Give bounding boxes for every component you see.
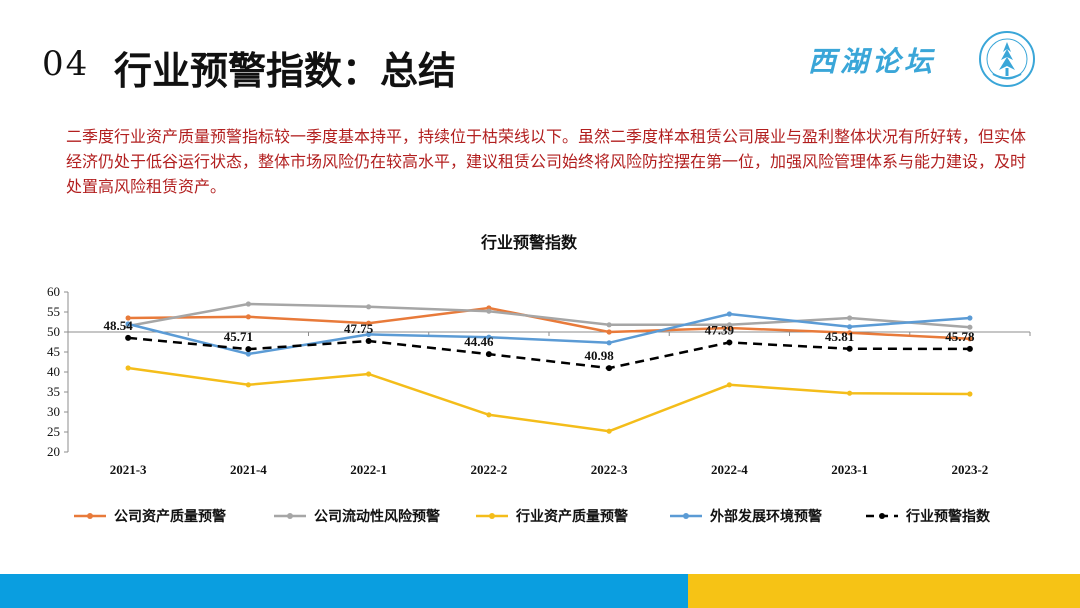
slide-header: 04 行业预警指数：总结 西湖论坛 — [0, 0, 1080, 110]
data-label: 40.98 — [585, 348, 615, 363]
series-point-2 — [245, 382, 251, 388]
series-point-4 — [726, 339, 733, 346]
legend-label: 行业资产质量预警 — [515, 508, 628, 525]
series-point-4 — [606, 365, 613, 372]
y-tick-label: 45 — [47, 344, 60, 359]
series-point-2 — [967, 391, 973, 397]
series-line-4 — [128, 336, 970, 370]
chart-title: 行业预警指数 — [480, 233, 578, 252]
line-chart: 行业预警指数 20 25 30 35 40 45 50 55 60 2021-3 2021-4 2022… — [47, 233, 1031, 525]
series-point-3 — [606, 340, 612, 346]
series-point-4 — [846, 345, 853, 352]
series-point-0 — [245, 314, 251, 320]
x-tick-label: 2023-2 — [951, 462, 988, 477]
series-point-1 — [847, 315, 853, 321]
series-line-2 — [127, 366, 970, 433]
series-point-2 — [486, 412, 492, 418]
series-point-3 — [967, 315, 973, 321]
y-tick-label: 30 — [47, 404, 60, 419]
data-label: 48.54 — [104, 318, 134, 333]
brand-seal-icon — [979, 31, 1035, 87]
x-tick-label: 2022-4 — [711, 462, 748, 477]
series-point-1 — [245, 301, 251, 307]
x-tick-label: 2022-3 — [591, 462, 628, 477]
series-point-1 — [967, 324, 973, 330]
series-point-1 — [486, 308, 492, 314]
legend-label: 公司流动性风险预警 — [314, 508, 440, 525]
series-line-3 — [127, 312, 970, 356]
x-tick-label: 2022-2 — [470, 462, 507, 477]
series-point-2 — [847, 390, 853, 396]
series-point-2 — [726, 382, 732, 388]
series-point-1 — [606, 322, 612, 328]
footer-bar-blue — [0, 574, 688, 608]
legend-label: 公司资产质量预警 — [114, 508, 226, 525]
legend-swatch-marker — [87, 513, 93, 519]
y-tick-label: 55 — [47, 304, 60, 319]
legend-label: 外部发展环境预警 — [710, 508, 822, 525]
data-label: 45.71 — [224, 329, 253, 344]
footer-bar-yellow — [688, 574, 1080, 608]
legend-label: 行业预警指数 — [905, 508, 991, 525]
page-title: 行业预警指数：总结 — [114, 49, 457, 93]
series-point-0 — [125, 315, 131, 321]
series-point-3 — [726, 311, 732, 317]
series-point-4 — [365, 338, 372, 344]
series-point-1 — [726, 322, 732, 328]
y-tick-label: 25 — [47, 424, 60, 439]
y-tick-label: 50 — [47, 324, 60, 339]
data-label: 45.81 — [825, 329, 854, 344]
y-tick-label: 35 — [47, 384, 60, 399]
y-tick-label: 60 — [47, 284, 60, 299]
section-number: 04 — [42, 44, 90, 84]
series-point-0 — [847, 330, 853, 336]
series-line-0 — [128, 306, 970, 341]
series-point-4 — [485, 351, 492, 358]
series-point-2 — [366, 371, 372, 377]
data-label: 47.75 — [344, 321, 374, 336]
series-line-1 — [127, 302, 970, 329]
summary-paragraph: 二季度行业资产质量预警指标较一季度基本持平，持续位于枯荣线以下。虽然二季度样本租… — [66, 127, 1027, 196]
y-tick-label: 20 — [47, 444, 60, 459]
series-point-4 — [966, 345, 973, 352]
legend-swatch-marker — [879, 513, 885, 519]
series-point-3 — [847, 324, 853, 330]
brand-logo-text: 西湖论坛 — [808, 45, 937, 78]
x-tick-label: 2021-3 — [110, 462, 147, 477]
series-point-0 — [606, 329, 612, 335]
series-point-3 — [245, 351, 251, 357]
data-label: 45.78 — [945, 329, 975, 344]
legend-swatch-marker — [287, 513, 293, 519]
y-tick-label: 40 — [47, 364, 60, 379]
series-point-0 — [366, 320, 372, 326]
series-point-1 — [366, 304, 372, 310]
series-point-2 — [125, 365, 131, 371]
data-label: 44.46 — [464, 334, 494, 349]
series-point-4 — [245, 346, 252, 353]
series-point-3 — [125, 321, 131, 327]
series-point-3 — [366, 331, 372, 337]
series-point-3 — [486, 334, 492, 340]
legend-swatch-marker — [489, 513, 495, 519]
x-tick-label: 2021-4 — [230, 462, 267, 477]
data-label: 47.39 — [705, 322, 735, 337]
series-point-2 — [606, 428, 612, 434]
x-tick-label: 2022-1 — [350, 462, 387, 477]
series-point-0 — [967, 336, 973, 342]
series-point-4 — [125, 334, 132, 341]
warning-index-chart: 行业预警指数 20 25 30 35 40 45 50 55 60 2021-3 2021-4 2022… — [30, 220, 1050, 540]
x-tick-label: 2023-1 — [831, 462, 868, 477]
legend-swatch-marker — [683, 513, 689, 519]
